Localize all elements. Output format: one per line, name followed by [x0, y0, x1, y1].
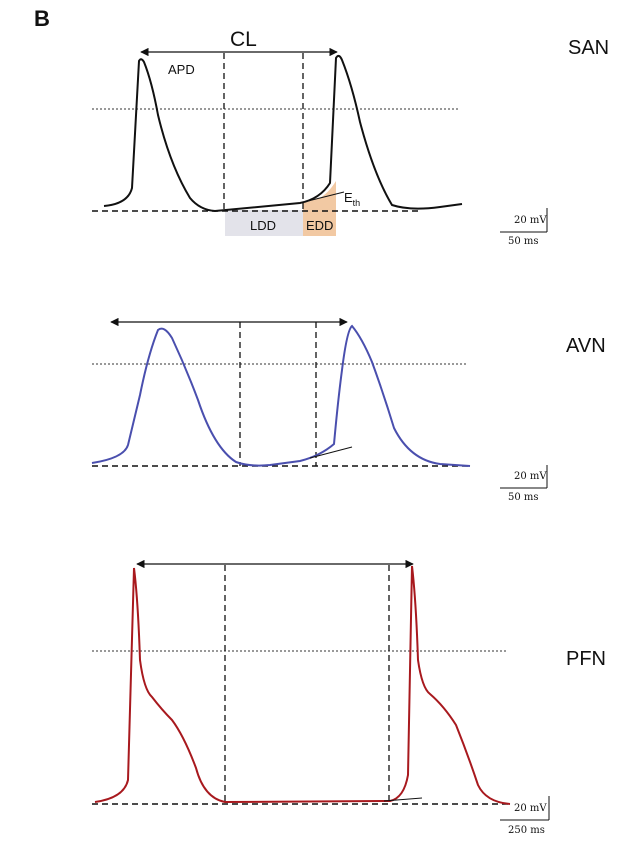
edd-region [303, 181, 336, 236]
san-scale-time-label: 50 ms [508, 236, 539, 247]
pfn-scale-time-label: 250 ms [508, 825, 545, 836]
panel-letter: B [34, 6, 50, 31]
avn-scale-voltage-label: 20 mV [514, 471, 547, 482]
threshold-tangent [383, 797, 423, 802]
san-scale-voltage-label: 20 mV [514, 215, 547, 226]
pfn-scale-voltage-label: 20 mV [514, 803, 547, 814]
edd-label: EDD [306, 218, 333, 233]
pfn-label: PFN [566, 648, 606, 670]
threshold-label-subscript: th [353, 198, 361, 208]
ldd-label: LDD [250, 218, 276, 233]
threshold-label-main: E [344, 190, 353, 205]
threshold-tangent [309, 446, 353, 459]
threshold-label: Eth [344, 190, 360, 208]
ldd-region [225, 210, 303, 236]
avn-scale-time-label: 50 ms [508, 492, 539, 503]
san-label: SAN [568, 37, 609, 59]
avn-panel: AVN 20 mV 50 ms [91, 317, 606, 503]
cl-label: CL [230, 28, 257, 51]
avn-label: AVN [566, 335, 606, 357]
apd-label: APD [168, 62, 195, 77]
avn-trace [91, 324, 471, 467]
pfn-panel: PFN 20 mV 250 ms [92, 559, 606, 836]
pfn-trace [94, 565, 511, 805]
san-panel: CL APD Eth LDD EDD SAN 20 mV 50 ms [92, 28, 609, 247]
san-trace [103, 54, 463, 213]
threshold-tangent [299, 191, 345, 204]
